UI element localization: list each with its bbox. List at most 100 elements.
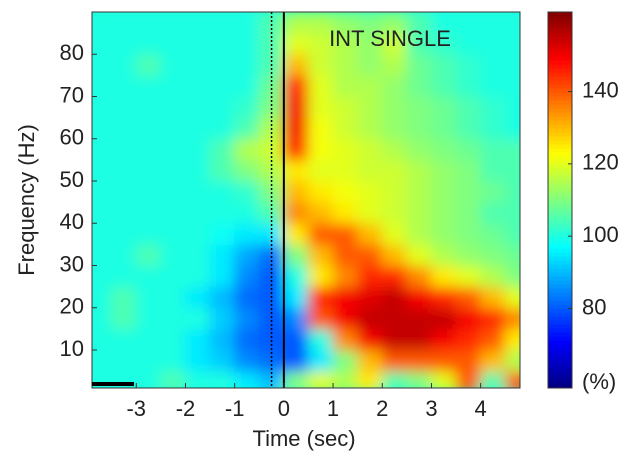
colorbar-strip bbox=[548, 224, 572, 229]
heatmap-cell bbox=[184, 138, 211, 161]
heatmap-cell bbox=[455, 264, 482, 288]
heatmap-cell bbox=[480, 349, 506, 372]
heatmap-cell bbox=[184, 307, 211, 330]
heatmap-cell bbox=[111, 12, 137, 34]
heatmap-cell bbox=[381, 159, 408, 182]
heatmap-cell bbox=[184, 222, 211, 245]
colorbar-label: (%) bbox=[582, 369, 616, 394]
heatmap-cell bbox=[307, 138, 334, 161]
heatmap-cell bbox=[381, 95, 408, 119]
heatmap-cell bbox=[381, 74, 408, 97]
heatmap-cell bbox=[455, 349, 482, 372]
colorbar-strip bbox=[548, 44, 572, 49]
heatmap-cell bbox=[430, 286, 457, 309]
heatmap-cell bbox=[357, 370, 383, 388]
heatmap-cell bbox=[234, 349, 260, 372]
heatmap-cell bbox=[455, 180, 482, 203]
heatmap-cell bbox=[307, 53, 334, 76]
heatmap-cell bbox=[357, 349, 383, 372]
heatmap-cell bbox=[455, 95, 482, 119]
heatmap-cell bbox=[92, 222, 113, 245]
heatmap-cell bbox=[135, 74, 162, 97]
x-tick-label: 4 bbox=[475, 396, 487, 421]
heatmap-cell bbox=[184, 370, 211, 388]
colorbar-strip bbox=[548, 48, 572, 53]
heatmap-cell bbox=[234, 159, 260, 182]
heatmap-cell bbox=[184, 32, 211, 55]
colorbar-strip bbox=[548, 236, 572, 241]
heatmap-cell bbox=[209, 95, 236, 119]
heatmap-cell bbox=[184, 74, 211, 97]
x-tick-label: -1 bbox=[225, 396, 245, 421]
heatmap-cell bbox=[455, 307, 482, 330]
y-tick-label: 40 bbox=[60, 209, 84, 234]
heatmap-cell bbox=[184, 53, 211, 76]
heatmap-cell bbox=[381, 307, 408, 330]
colorbar-strip bbox=[548, 220, 572, 225]
colorbar-strip bbox=[548, 264, 572, 269]
heatmap-cell bbox=[480, 264, 506, 288]
heatmap-cell bbox=[184, 349, 211, 372]
heatmap-cell bbox=[480, 159, 506, 182]
heatmap-cell bbox=[406, 286, 432, 309]
heatmap-cell bbox=[160, 370, 186, 388]
heatmap-cell bbox=[332, 117, 359, 140]
colorbar-strip bbox=[548, 84, 572, 89]
heatmap-cell bbox=[504, 370, 520, 388]
heatmap-cell bbox=[135, 159, 162, 182]
heatmap-cell bbox=[258, 307, 285, 330]
heatmap-cell bbox=[357, 117, 383, 140]
heatmap-cell bbox=[92, 349, 113, 372]
heatmap-cell bbox=[357, 32, 383, 55]
heatmap-cell bbox=[480, 32, 506, 55]
heatmap-cell bbox=[135, 328, 162, 351]
heatmap-cell bbox=[160, 264, 186, 288]
heatmap-cell bbox=[209, 264, 236, 288]
heatmap-cell bbox=[135, 370, 162, 388]
heatmap-cell bbox=[283, 307, 309, 330]
heatmap-cell bbox=[430, 243, 457, 266]
heatmap-cell bbox=[111, 74, 137, 97]
x-tick-label: 2 bbox=[376, 396, 388, 421]
heatmap-cell bbox=[332, 243, 359, 266]
heatmap-cell bbox=[92, 12, 113, 34]
heatmap-cell bbox=[455, 243, 482, 266]
heatmap-cell bbox=[258, 95, 285, 119]
colorbar-strip bbox=[548, 332, 572, 337]
heatmap-cell bbox=[480, 117, 506, 140]
x-axis-label: Time (sec) bbox=[252, 426, 355, 451]
x-tick-label: -2 bbox=[176, 396, 196, 421]
heatmap-cell bbox=[480, 95, 506, 119]
colorbar-strip bbox=[548, 152, 572, 157]
heatmap-cell bbox=[111, 370, 137, 388]
colorbar-strip bbox=[548, 312, 572, 317]
heatmap-cell bbox=[332, 222, 359, 245]
colorbar-strip bbox=[548, 272, 572, 277]
heatmap-cell bbox=[234, 286, 260, 309]
heatmap-cell bbox=[209, 370, 236, 388]
heatmap-cell bbox=[381, 180, 408, 203]
colorbar-strip bbox=[548, 60, 572, 65]
colorbar-strip bbox=[548, 140, 572, 145]
colorbar-strip bbox=[548, 340, 572, 345]
heatmap-cell bbox=[430, 349, 457, 372]
y-tick-label: 50 bbox=[60, 167, 84, 192]
colorbar-strip bbox=[548, 136, 572, 141]
heatmap-cell bbox=[234, 95, 260, 119]
heatmap-cell bbox=[307, 307, 334, 330]
heatmap-cell bbox=[111, 53, 137, 76]
colorbar-strip bbox=[548, 368, 572, 373]
heatmap-cell bbox=[504, 328, 520, 351]
heatmap-cell bbox=[480, 243, 506, 266]
heatmap-cell bbox=[160, 53, 186, 76]
heatmap-cell bbox=[283, 349, 309, 372]
heatmap-cell bbox=[92, 328, 113, 351]
heatmap-cell bbox=[234, 74, 260, 97]
heatmap-cell bbox=[184, 159, 211, 182]
chart-title: INT SINGLE bbox=[329, 26, 451, 51]
heatmap-cell bbox=[258, 32, 285, 55]
colorbar-strip bbox=[548, 260, 572, 265]
heatmap-cell bbox=[357, 307, 383, 330]
heatmap-cell bbox=[92, 264, 113, 288]
colorbar-strip bbox=[548, 88, 572, 93]
